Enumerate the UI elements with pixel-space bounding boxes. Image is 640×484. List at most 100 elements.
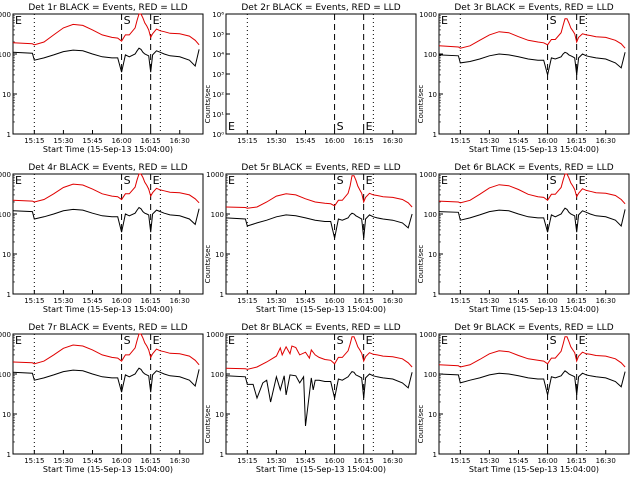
x-tick-label: 16:15: [141, 457, 161, 465]
x-tick-label: 15:15: [450, 297, 470, 305]
marker-label-e: E: [441, 14, 448, 27]
y-tick-label: 100: [424, 211, 437, 219]
y-tick-label: 100: [0, 371, 11, 379]
events-series-line: [225, 212, 413, 239]
plot-frame: [225, 333, 417, 455]
y-tick-label: 1: [7, 291, 11, 299]
x-tick-label: 16:00: [324, 137, 344, 145]
x-tick-label: 15:30: [53, 297, 73, 305]
events-series-line: [225, 371, 413, 427]
events-series-line: [12, 47, 200, 73]
y-tick-label: 1: [433, 451, 437, 459]
plot-frame: [12, 173, 204, 295]
x-tick-label: 16:00: [111, 457, 131, 465]
y-tick-label: 1: [433, 291, 437, 299]
events-series-line: [438, 51, 626, 76]
y-tick-label: 1000: [0, 11, 11, 19]
marker-label-e: E: [153, 14, 160, 27]
marker-label-s: S: [124, 174, 131, 187]
chart-panel-2: Det 2r BLACK = Events, RED = LLD 10⁰ 10¹ 10…: [204, 3, 417, 145]
x-tick-label: 16:15: [354, 297, 374, 305]
x-tick-label: 16:00: [111, 137, 131, 145]
y-tick-label: 10⁴: [212, 51, 224, 59]
x-tick-label: 15:15: [24, 137, 44, 145]
x-tick-label: 16:00: [324, 457, 344, 465]
x-tick-label: 15:30: [53, 137, 73, 145]
x-axis-label: Start Time (15-Sep-13 15:04:00): [469, 145, 599, 154]
plot-frame: [438, 13, 630, 135]
marker-label-s: S: [124, 334, 131, 347]
marker-label-e: E: [15, 334, 22, 347]
chart-title: Det 5r BLACK = Events, RED = LLD: [241, 163, 400, 173]
x-tick-label: 15:15: [450, 137, 470, 145]
y-tick-label: 1000: [0, 331, 11, 339]
lld-series-line: [225, 175, 413, 209]
chart-panel-7: Det 7r BLACK = Events, RED = LLD 1 10 100 10…: [0, 323, 204, 474]
x-axis-label: Start Time (15-Sep-13 15:04:00): [469, 305, 599, 314]
x-tick-label: 16:30: [383, 137, 403, 145]
x-tick-label: 16:00: [537, 297, 557, 305]
marker-label-s: S: [337, 174, 344, 187]
marker-label-s: S: [550, 14, 557, 27]
lld-series-line: [12, 333, 200, 366]
y-tick-label: 10: [2, 251, 11, 259]
x-tick-label: 16:15: [141, 297, 161, 305]
chart-panel-9: Det 9r BLACK = Events, RED = LLD 1 10 100 10…: [417, 323, 630, 474]
x-tick-label: 16:30: [383, 297, 403, 305]
x-tick-label: 16:30: [170, 457, 190, 465]
x-tick-label: 15:15: [237, 297, 257, 305]
y-tick-label: 10: [2, 91, 11, 99]
lld-series-line: [12, 13, 200, 46]
y-tick-label: 10⁵: [212, 31, 224, 39]
y-tick-label: 10: [428, 251, 437, 259]
lld-series-line: [438, 18, 626, 49]
chart-title: Det 8r BLACK = Events, RED = LLD: [241, 323, 400, 333]
x-tick-label: 15:45: [295, 297, 315, 305]
lld-series-line: [225, 336, 413, 370]
x-tick-label: 16:30: [170, 137, 190, 145]
chart-title: Det 7r BLACK = Events, RED = LLD: [28, 323, 187, 333]
x-tick-label: 15:15: [24, 457, 44, 465]
x-tick-label: 16:15: [141, 137, 161, 145]
marker-label-s: S: [337, 334, 344, 347]
y-axis-label: Counts/sec: [417, 405, 425, 444]
chart-title: Det 2r BLACK = Events, RED = LLD: [241, 3, 400, 13]
x-tick-label: 15:15: [24, 297, 44, 305]
chart-title: Det 4r BLACK = Events, RED = LLD: [28, 163, 187, 173]
y-tick-label: 10: [428, 411, 437, 419]
marker-label-e: E: [441, 174, 448, 187]
x-tick-label: 15:45: [82, 457, 102, 465]
y-tick-label: 10⁰: [212, 131, 224, 139]
x-tick-label: 16:00: [111, 297, 131, 305]
x-tick-label: 16:30: [596, 457, 616, 465]
x-tick-label: 16:30: [383, 457, 403, 465]
y-tick-label: 10³: [212, 71, 224, 79]
marker-label-e: E: [15, 174, 22, 187]
y-tick-label: 10: [215, 411, 224, 419]
events-series-line: [438, 207, 626, 233]
marker-label-s: S: [124, 14, 131, 27]
x-tick-label: 15:30: [479, 137, 499, 145]
marker-label-e: E: [228, 120, 235, 133]
events-series-line: [438, 370, 626, 396]
y-tick-label: 100: [0, 51, 11, 59]
marker-label-s: S: [550, 174, 557, 187]
chart-title: Det 6r BLACK = Events, RED = LLD: [454, 163, 613, 173]
y-tick-label: 100: [424, 371, 437, 379]
x-tick-label: 16:30: [170, 297, 190, 305]
y-tick-label: 10¹: [212, 111, 224, 119]
plot-frame: [12, 333, 204, 455]
lld-series-line: [438, 336, 626, 368]
chart-panel-1: Det 1r BLACK = Events, RED = LLD 1 10 100 10…: [0, 3, 204, 154]
x-tick-label: 15:45: [82, 137, 102, 145]
y-tick-label: 1000: [206, 331, 224, 339]
plot-frame: [225, 13, 417, 135]
lld-series-line: [438, 173, 626, 205]
events-series-line: [12, 367, 200, 393]
x-axis-label: Start Time (15-Sep-13 15:04:00): [256, 465, 386, 474]
y-tick-label: 100: [211, 211, 224, 219]
y-tick-label: 10: [428, 91, 437, 99]
y-axis-label: Counts/sec: [204, 405, 212, 444]
marker-label-e: E: [366, 120, 373, 133]
